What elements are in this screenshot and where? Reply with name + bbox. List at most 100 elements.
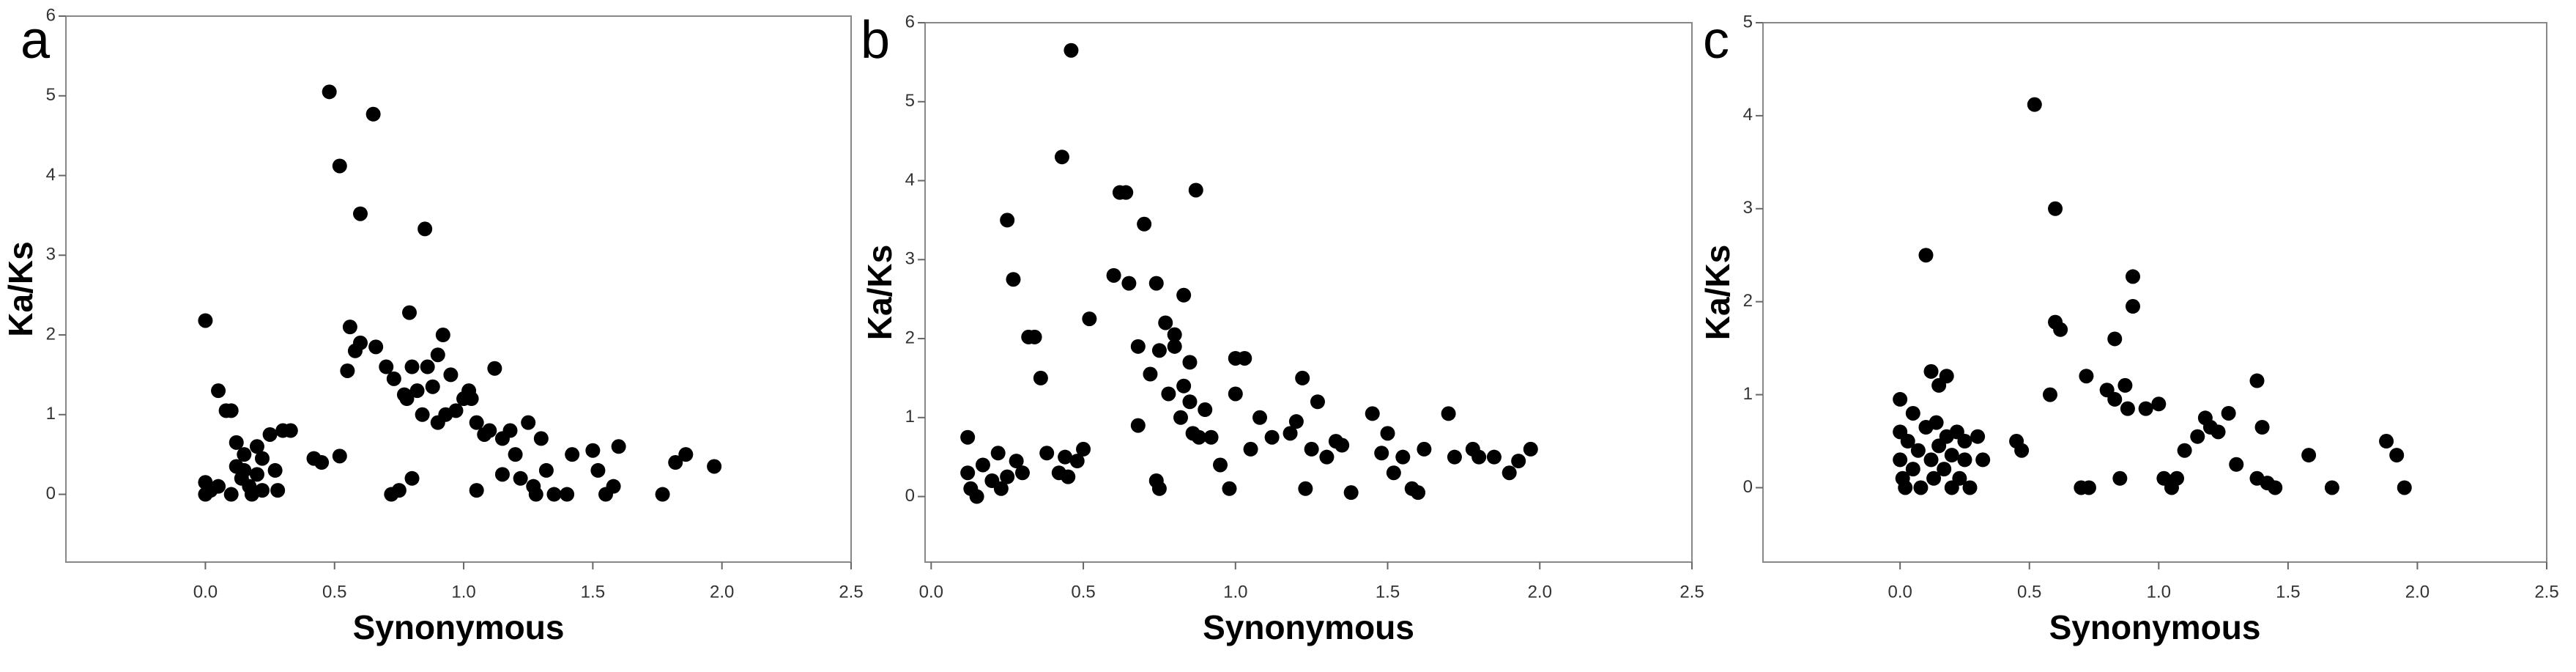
x-tick-label: 1.0 bbox=[451, 582, 475, 602]
point bbox=[1058, 449, 1073, 465]
point bbox=[1148, 276, 1164, 291]
point bbox=[1188, 182, 1203, 198]
point bbox=[1039, 446, 1055, 461]
point bbox=[2125, 269, 2140, 284]
y-axis-label: Ka/Ks bbox=[861, 245, 899, 340]
point bbox=[2229, 457, 2244, 472]
point bbox=[2190, 429, 2205, 444]
point bbox=[1295, 370, 1310, 385]
point bbox=[2107, 331, 2123, 347]
point bbox=[1130, 418, 1146, 433]
x-tick-label: 0.5 bbox=[2017, 582, 2041, 602]
point bbox=[2301, 448, 2317, 463]
point bbox=[1893, 452, 1908, 468]
point bbox=[1957, 434, 1972, 449]
y-tick-label: 2 bbox=[905, 328, 915, 347]
point bbox=[1952, 470, 1967, 486]
point bbox=[1926, 470, 1942, 486]
x-tick-label: 1.0 bbox=[1223, 582, 1247, 602]
point bbox=[469, 415, 484, 430]
point bbox=[1137, 216, 1152, 232]
y-tick-label: 2 bbox=[1743, 291, 1753, 311]
point bbox=[2112, 470, 2128, 486]
point bbox=[2397, 480, 2412, 495]
point bbox=[1471, 449, 1487, 465]
point bbox=[1898, 480, 1913, 495]
x-tick-label: 2.5 bbox=[839, 582, 863, 602]
point bbox=[1975, 452, 1991, 468]
point bbox=[1213, 457, 1228, 473]
point bbox=[1343, 485, 1359, 501]
point bbox=[342, 320, 357, 335]
point bbox=[2107, 391, 2123, 407]
point bbox=[590, 462, 606, 478]
point bbox=[391, 483, 407, 498]
point bbox=[1237, 350, 1252, 366]
point bbox=[521, 415, 536, 430]
point bbox=[960, 465, 976, 481]
point bbox=[469, 483, 484, 498]
point bbox=[1957, 452, 1972, 468]
point bbox=[508, 447, 523, 462]
point bbox=[1395, 449, 1411, 465]
point bbox=[420, 359, 435, 374]
point bbox=[1411, 485, 1426, 501]
point bbox=[340, 363, 355, 378]
point bbox=[1910, 443, 1926, 458]
point bbox=[262, 427, 278, 442]
point bbox=[1288, 414, 1304, 429]
point bbox=[1106, 267, 1121, 283]
point bbox=[678, 447, 694, 462]
point bbox=[2042, 387, 2057, 402]
point bbox=[1319, 449, 1335, 465]
y-axis-label: Ka/Ks bbox=[1699, 245, 1737, 340]
point bbox=[1151, 481, 1167, 496]
point bbox=[1054, 149, 1069, 165]
point bbox=[1386, 465, 1401, 481]
point bbox=[353, 335, 368, 350]
y-tick-label: 0 bbox=[46, 484, 56, 503]
y-tick-label: 3 bbox=[46, 245, 56, 265]
point bbox=[482, 423, 497, 438]
point bbox=[255, 483, 270, 498]
x-tick-label: 2.0 bbox=[710, 582, 734, 602]
point bbox=[2117, 377, 2133, 393]
point bbox=[1198, 402, 1213, 418]
point bbox=[1069, 454, 1085, 469]
point bbox=[1252, 410, 1268, 425]
y-tick-label: 1 bbox=[905, 407, 915, 427]
point bbox=[386, 371, 401, 386]
x-tick-label: 2.0 bbox=[2405, 582, 2430, 602]
plot-frame bbox=[65, 15, 852, 563]
point bbox=[2221, 405, 2236, 421]
point bbox=[2014, 443, 2030, 458]
point bbox=[1173, 410, 1188, 425]
point bbox=[2125, 299, 2140, 314]
y-tick-label: 4 bbox=[1743, 105, 1753, 125]
point bbox=[2053, 322, 2068, 337]
panel-label: b bbox=[861, 11, 890, 70]
point bbox=[1161, 386, 1176, 402]
point bbox=[1228, 386, 1243, 402]
point bbox=[533, 431, 549, 446]
point bbox=[1335, 437, 1350, 453]
x-tick-label: 2.5 bbox=[2534, 582, 2558, 602]
point bbox=[365, 106, 381, 122]
point bbox=[464, 391, 479, 407]
point bbox=[322, 84, 337, 100]
point bbox=[1033, 370, 1048, 385]
point bbox=[1000, 469, 1015, 484]
y-tick-label: 3 bbox=[905, 249, 915, 269]
point bbox=[415, 407, 430, 422]
plot-frame bbox=[1762, 22, 2547, 563]
point bbox=[2138, 401, 2153, 416]
point bbox=[655, 487, 670, 502]
x-axis-label: Synonymous bbox=[2049, 608, 2261, 646]
point bbox=[399, 391, 415, 407]
point bbox=[353, 206, 368, 221]
point bbox=[332, 158, 347, 174]
point bbox=[417, 221, 433, 237]
point bbox=[1417, 441, 1432, 457]
point bbox=[1027, 329, 1042, 344]
